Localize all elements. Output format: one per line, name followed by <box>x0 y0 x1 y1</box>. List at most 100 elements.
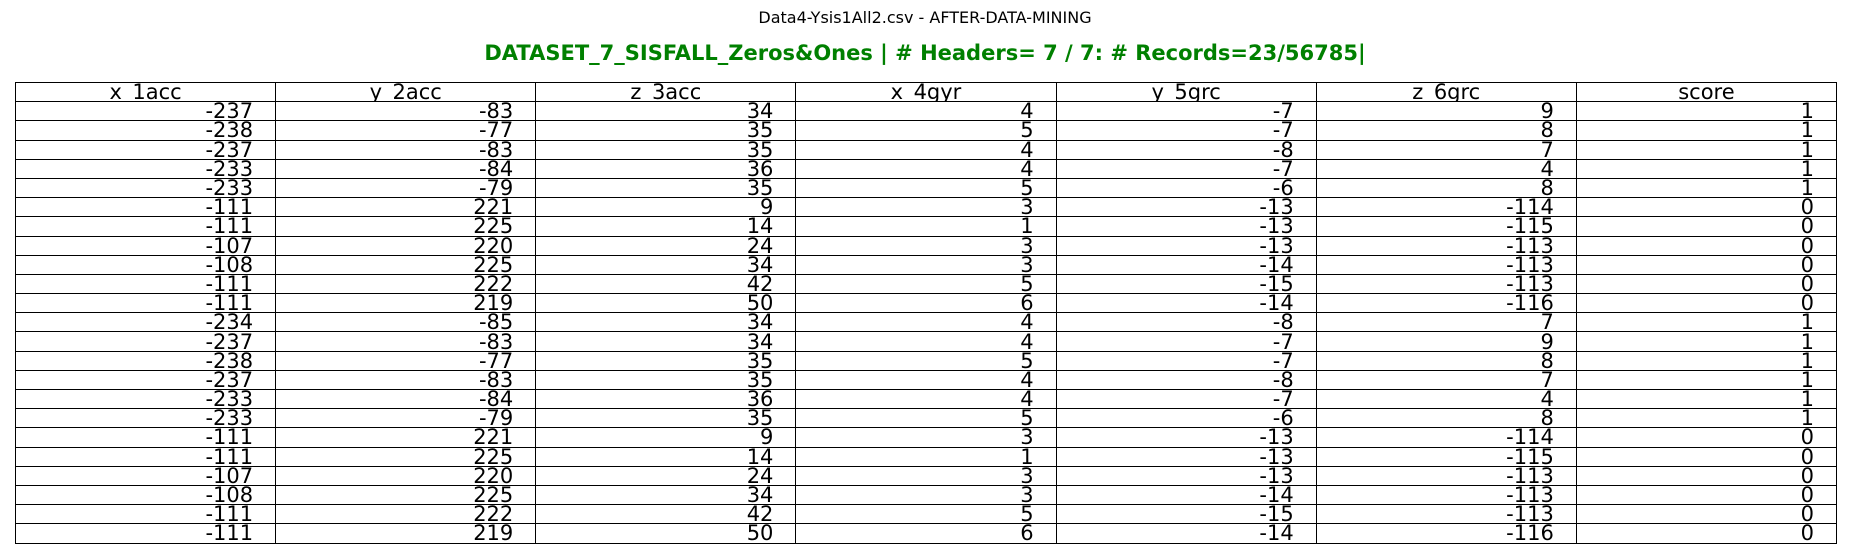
table-cell: 220 <box>275 235 537 256</box>
table-cell: -6 <box>1055 177 1317 199</box>
table-cell: 35 <box>535 350 797 371</box>
table-cell: 0 <box>1575 216 1838 237</box>
table-row: -111 225 14 1 -13 -115 0 <box>14 446 1838 467</box>
column-header-y-5grc: y_5grc <box>1055 81 1317 103</box>
table-cell: 34 <box>535 101 797 122</box>
table-cell: -14 <box>1055 523 1317 544</box>
table-cell: -111 <box>14 273 277 295</box>
table-cell: 35 <box>535 120 797 141</box>
table-cell: -114 <box>1315 427 1577 448</box>
table-cell: -113 <box>1315 504 1577 525</box>
table-cell: -113 <box>1315 273 1577 295</box>
table-cell: 3 <box>795 254 1057 275</box>
table-cell: -107 <box>14 465 277 486</box>
table-cell: -14 <box>1055 293 1317 314</box>
table-cell: -13 <box>1055 427 1317 448</box>
table-cell: 219 <box>275 293 537 314</box>
table-row: -111 222 42 5 -15 -113 0 <box>14 504 1838 525</box>
table-cell: 4 <box>795 312 1057 333</box>
table-cell: 35 <box>535 369 797 391</box>
table-row: -237 -83 34 4 -7 9 1 <box>14 331 1838 352</box>
table-cell: -13 <box>1055 446 1317 467</box>
table-cell: 5 <box>795 504 1057 525</box>
table-cell: -14 <box>1055 254 1317 275</box>
table-cell: 0 <box>1575 465 1838 486</box>
table-cell: -113 <box>1315 465 1577 486</box>
table-cell: 1 <box>1575 158 1838 179</box>
table-row: -233 -79 35 5 -6 8 1 <box>14 177 1838 199</box>
table-cell: 0 <box>1575 254 1838 275</box>
table-cell: -111 <box>14 216 277 237</box>
table-cell: 42 <box>535 273 797 295</box>
table-row: -108 225 34 3 -14 -113 0 <box>14 484 1838 506</box>
table-cell: -237 <box>14 139 277 160</box>
table-cell: -7 <box>1055 158 1317 179</box>
table-cell: 9 <box>535 197 797 218</box>
table-cell: -116 <box>1315 523 1577 544</box>
table-cell: 24 <box>535 465 797 486</box>
table-cell: 0 <box>1575 523 1838 544</box>
table-cell: 35 <box>535 177 797 199</box>
table-cell: 0 <box>1575 235 1838 256</box>
table-cell: 225 <box>275 484 537 506</box>
table-cell: 0 <box>1575 504 1838 525</box>
table-cell: -113 <box>1315 254 1577 275</box>
table-cell: 9 <box>535 427 797 448</box>
table-cell: -83 <box>275 331 537 352</box>
table-cell: 34 <box>535 312 797 333</box>
table-cell: 0 <box>1575 484 1838 506</box>
table-cell: 225 <box>275 254 537 275</box>
table-cell: -233 <box>14 158 277 179</box>
table-cell: 35 <box>535 408 797 429</box>
table-cell: 4 <box>795 139 1057 160</box>
column-header-x-1acc: x_1acc <box>14 81 277 103</box>
table-cell: 36 <box>535 158 797 179</box>
table-cell: -8 <box>1055 369 1317 391</box>
table-cell: 34 <box>535 331 797 352</box>
table-row: -237 -83 34 4 -7 9 1 <box>14 101 1838 122</box>
table-cell: 222 <box>275 273 537 295</box>
table-row: -107 220 24 3 -13 -113 0 <box>14 465 1838 486</box>
table-row: -111 222 42 5 -15 -113 0 <box>14 273 1838 295</box>
table-cell: -108 <box>14 484 277 506</box>
table-cell: 1 <box>1575 331 1838 352</box>
table-cell: -85 <box>275 312 537 333</box>
table-cell: 0 <box>1575 197 1838 218</box>
table-cell: 225 <box>275 446 537 467</box>
table-cell: 0 <box>1575 427 1838 448</box>
table-cell: -13 <box>1055 216 1317 237</box>
table-cell: -233 <box>14 177 277 199</box>
table-row: -107 220 24 3 -13 -113 0 <box>14 235 1838 256</box>
table-cell: 5 <box>795 177 1057 199</box>
table-cell: -83 <box>275 101 537 122</box>
table-cell: 24 <box>535 235 797 256</box>
table-cell: -233 <box>14 388 277 410</box>
table-cell: 219 <box>275 523 537 544</box>
table-cell: 35 <box>535 139 797 160</box>
table-cell: 225 <box>275 216 537 237</box>
table-cell: 4 <box>1315 158 1577 179</box>
table-cell: -13 <box>1055 197 1317 218</box>
table-cell: -238 <box>14 350 277 371</box>
table-cell: -237 <box>14 101 277 122</box>
table-cell: 9 <box>1315 101 1577 122</box>
table-cell: 1 <box>1575 369 1838 391</box>
table-cell: 1 <box>1575 101 1838 122</box>
table-cell: 0 <box>1575 446 1838 467</box>
table-cell: 3 <box>795 465 1057 486</box>
table-cell: 14 <box>535 446 797 467</box>
table-cell: -237 <box>14 331 277 352</box>
table-cell: 36 <box>535 388 797 410</box>
table-cell: -234 <box>14 312 277 333</box>
table-cell: 3 <box>795 484 1057 506</box>
table-cell: 220 <box>275 465 537 486</box>
data-table: x_1acc y_2acc z_3acc x_4gyr y_5grc z_6grc scor… <box>14 81 1838 544</box>
table-cell: -108 <box>14 254 277 275</box>
table-row: -237 -83 35 4 -8 7 1 <box>14 369 1838 391</box>
table-cell: -107 <box>14 235 277 256</box>
table-cell: -6 <box>1055 408 1317 429</box>
table-body: -237 -83 34 4 -7 9 1 -238 -77 35 5 -7 8 1 -237 -83 35 4 -8… <box>14 101 1838 544</box>
table-cell: 3 <box>795 197 1057 218</box>
table-cell: 7 <box>1315 369 1577 391</box>
table-cell: -7 <box>1055 331 1317 352</box>
